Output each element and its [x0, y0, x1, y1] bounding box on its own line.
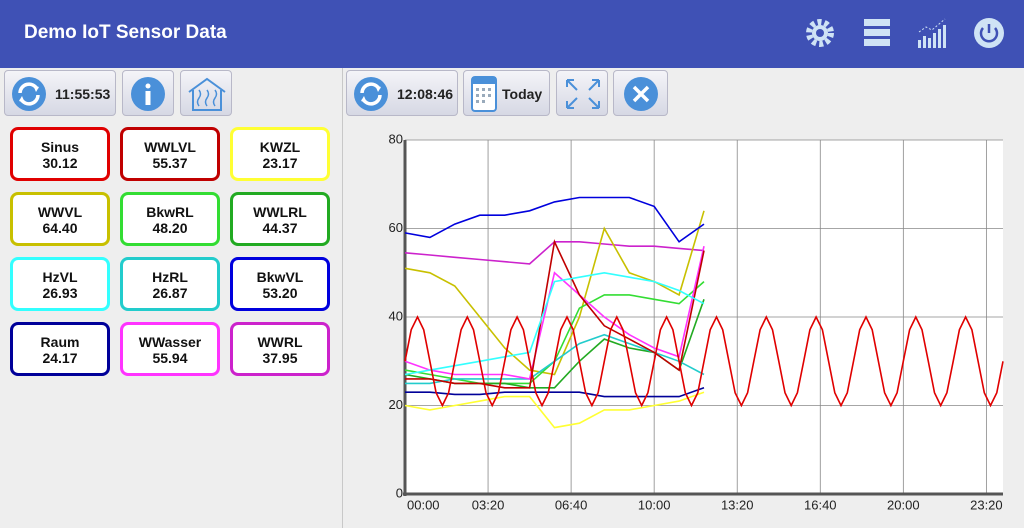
chart-icon[interactable]	[916, 16, 948, 50]
x-tick-label: 13:20	[721, 497, 754, 512]
y-tick-label: 40	[389, 308, 403, 323]
sensor-tile[interactable]: WWVL 64.40	[10, 192, 110, 246]
x-tick-label: 03:20	[472, 497, 505, 512]
info-icon	[131, 77, 165, 111]
sensor-value: 55.94	[152, 350, 188, 366]
info-button[interactable]	[122, 70, 174, 116]
sensor-value: 26.87	[152, 285, 188, 301]
sensor-value: 44.37	[262, 220, 298, 236]
x-tick-label: 16:40	[804, 497, 837, 512]
sensor-value: 48.20	[152, 220, 188, 236]
divider	[342, 68, 343, 528]
sensor-tile[interactable]: WWRL 37.95	[230, 322, 330, 376]
app-title: Demo IoT Sensor Data	[24, 22, 227, 43]
sensor-name: BkwVL	[256, 269, 304, 285]
series-line	[405, 239, 705, 389]
power-icon[interactable]	[972, 16, 1006, 50]
sensor-name: KWZL	[259, 139, 301, 155]
series-line	[404, 246, 705, 380]
chart-refresh-button[interactable]: 12:08:46	[346, 70, 458, 116]
series-line	[404, 196, 705, 243]
series-line	[404, 315, 1004, 408]
sensor-tile[interactable]: KWZL 23.17	[230, 127, 330, 181]
heating-icon	[188, 77, 226, 111]
close-icon	[624, 77, 658, 111]
sensor-name: WWasser	[138, 334, 202, 350]
sensor-value: 30.12	[42, 155, 78, 171]
sensor-name: WWRL	[257, 334, 303, 350]
time-label: 11:55:53	[55, 86, 111, 102]
sensor-name: HzRL	[152, 269, 188, 285]
refresh-button[interactable]: 11:55:53	[4, 70, 116, 116]
x-tick-label: 23:20	[970, 497, 1003, 512]
sensor-name: Sinus	[40, 139, 80, 155]
day-label: Today	[502, 86, 543, 102]
y-tick-label: 0	[396, 485, 403, 500]
sensor-value: 24.17	[42, 350, 78, 366]
sensor-value: 37.95	[262, 350, 298, 366]
sensor-tile[interactable]: Sinus 30.12	[10, 127, 110, 181]
x-tick-label: 06:40	[555, 497, 588, 512]
y-tick-label: 20	[389, 397, 403, 412]
time-label: 12:08:46	[397, 86, 454, 102]
close-button[interactable]	[613, 70, 668, 116]
sensor-tile[interactable]: BkwRL 48.20	[120, 192, 220, 246]
expand-button[interactable]	[556, 70, 608, 116]
refresh-icon	[354, 77, 388, 111]
y-tick-label: 60	[389, 220, 403, 235]
x-tick-label: 20:00	[887, 497, 920, 512]
calendar-icon	[471, 76, 497, 112]
settings-icon[interactable]	[803, 16, 837, 50]
sensor-tile[interactable]: WWasser 55.94	[120, 322, 220, 376]
date-button[interactable]: Today	[463, 70, 550, 116]
sensor-value: 55.37	[152, 155, 188, 171]
y-tick-label: 80	[389, 131, 403, 146]
x-tick-label: 10:00	[638, 497, 671, 512]
sensor-value: 64.40	[42, 220, 78, 236]
sensor-tile[interactable]: BkwVL 53.20	[230, 257, 330, 311]
sensor-tile[interactable]: WWLVL 55.37	[120, 127, 220, 181]
sensor-name: WWVL	[37, 204, 83, 220]
sensor-value: 26.93	[42, 285, 78, 301]
chart: 0 20 40 60 80 00:00 03:20 06:40 10:00 13:20 16:40 2…	[389, 131, 1004, 512]
x-tick-label: 00:00	[407, 497, 440, 512]
sensor-name: WWLVL	[144, 139, 196, 155]
sensor-value: 53.20	[262, 285, 298, 301]
sensor-name: WWLRL	[253, 204, 307, 220]
sensor-name: BkwRL	[146, 204, 194, 220]
heating-button[interactable]	[180, 70, 232, 116]
expand-icon	[566, 79, 600, 109]
sensor-name: HzVL	[42, 269, 78, 285]
app-bar: Demo IoT Sensor Data	[0, 0, 1024, 68]
sensor-tile[interactable]: HzRL 26.87	[120, 257, 220, 311]
sensor-tile[interactable]: WWLRL 44.37	[230, 192, 330, 246]
refresh-icon	[12, 77, 46, 111]
sensor-value: 23.17	[262, 155, 298, 171]
series-line	[404, 271, 705, 376]
sensor-tile[interactable]: Raum 24.17	[10, 322, 110, 376]
list-icon[interactable]	[862, 16, 892, 50]
series-line	[405, 387, 705, 398]
sensor-tile[interactable]: HzVL 26.93	[10, 257, 110, 311]
sensor-name: Raum	[40, 334, 80, 350]
series-line	[404, 391, 705, 429]
